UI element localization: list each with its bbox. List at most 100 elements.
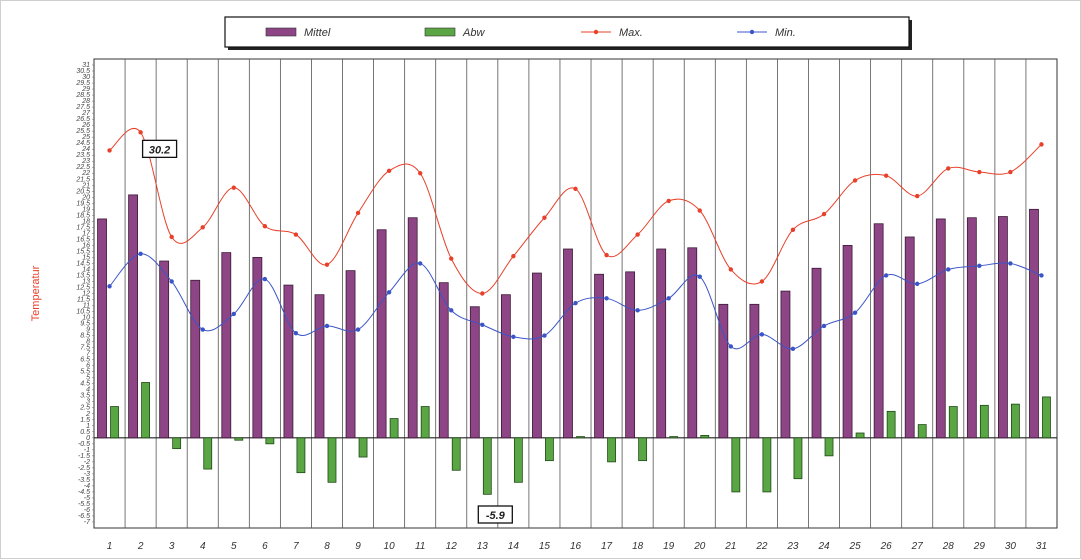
bar-abw xyxy=(545,437,554,462)
bar-mittel xyxy=(718,303,729,439)
legend-marker-max xyxy=(593,29,599,35)
point-min xyxy=(1008,261,1013,266)
bar-mittel xyxy=(407,217,418,439)
y-tick-label: 20 xyxy=(81,194,90,201)
y-tick-label: -6.5 xyxy=(78,513,90,520)
point-min xyxy=(573,300,578,306)
bar-mittel xyxy=(438,282,449,439)
point-min xyxy=(635,308,640,313)
point-min xyxy=(107,284,112,289)
bar-mittel xyxy=(935,218,946,439)
x-tick-label: 13 xyxy=(477,541,489,552)
bar-abw xyxy=(1011,403,1020,439)
point-min xyxy=(821,323,827,329)
x-tick-label: 25 xyxy=(849,541,862,552)
bar-mittel xyxy=(687,247,698,439)
y-tick-label: 2.5 xyxy=(79,405,90,412)
y-tick-label: 6 xyxy=(86,363,90,370)
y-tick-label: 19.5 xyxy=(76,200,90,207)
point-max xyxy=(262,223,268,229)
y-tick-label: 22.5 xyxy=(75,164,90,171)
bar-mittel xyxy=(873,223,884,439)
point-min xyxy=(511,334,516,339)
bar-mittel xyxy=(190,279,201,439)
point-min xyxy=(169,279,174,284)
annotation-box xyxy=(477,505,513,524)
point-max xyxy=(417,171,423,176)
point-min xyxy=(262,276,268,282)
x-tick-label: 23 xyxy=(786,541,799,552)
x-tick-label: 18 xyxy=(632,541,644,552)
legend-box xyxy=(224,16,910,48)
bar-mittel xyxy=(780,290,791,439)
y-tick-label: -4.5 xyxy=(78,489,90,496)
bar-abw xyxy=(607,437,616,463)
point-min xyxy=(728,344,734,349)
x-tick-label: 7 xyxy=(293,541,299,552)
bar-abw xyxy=(948,406,958,439)
point-min xyxy=(542,333,547,338)
y-tick-label: 4 xyxy=(86,387,90,394)
bar-mittel xyxy=(656,248,667,439)
y-tick-label: 26.5 xyxy=(75,116,90,123)
y-tick-label: -1.5 xyxy=(78,453,90,460)
point-max xyxy=(697,208,702,213)
y-tick-label: 12 xyxy=(82,291,90,298)
y-tick-label: -3.5 xyxy=(78,477,90,484)
bar-abw xyxy=(576,436,585,439)
x-tick-label: 8 xyxy=(324,541,330,552)
bar-mittel xyxy=(749,303,760,439)
y-tick-label: -5 xyxy=(84,495,90,502)
x-tick-label: 28 xyxy=(942,541,955,552)
y-tick-label: 21.5 xyxy=(75,176,90,183)
bar-abw xyxy=(824,437,834,457)
y-tick-label: 25 xyxy=(81,134,90,141)
bar-abw xyxy=(886,410,896,439)
y-tick-label: 17.5 xyxy=(76,224,90,231)
point-max xyxy=(946,166,951,171)
y-tick-label: 1.5 xyxy=(80,417,90,424)
y-tick-label: 27 xyxy=(81,110,91,117)
x-tick-label: 12 xyxy=(446,541,458,552)
y-tick-label: 15 xyxy=(82,254,90,261)
point-max xyxy=(231,185,236,190)
point-max xyxy=(883,173,889,178)
y-tick-label: 26 xyxy=(81,122,90,129)
point-max xyxy=(915,193,920,199)
x-tick-label: 20 xyxy=(693,541,706,552)
point-min xyxy=(324,323,330,329)
bar-abw xyxy=(172,437,182,450)
point-min xyxy=(883,273,889,278)
bar-mittel xyxy=(532,272,542,439)
y-tick-label: 0 xyxy=(86,435,90,442)
point-max xyxy=(138,130,143,135)
bar-abw xyxy=(1042,396,1051,439)
y-tick-label: 12.5 xyxy=(76,284,90,291)
point-max xyxy=(728,267,734,272)
y-axis-label: Temperatur xyxy=(30,265,42,321)
x-tick-label: 19 xyxy=(663,541,675,552)
point-max xyxy=(107,148,112,153)
y-tick-label: 23 xyxy=(81,158,90,165)
x-tick-label: 11 xyxy=(415,541,425,552)
y-tick-label: 11 xyxy=(83,303,90,310)
legend-label-mittel: Mittel xyxy=(304,27,331,39)
y-tick-label: -5.5 xyxy=(78,501,90,508)
y-tick-label: 22 xyxy=(81,170,90,177)
point-min xyxy=(852,310,858,315)
y-tick-label: 14.5 xyxy=(76,260,90,267)
bar-mittel xyxy=(128,194,138,439)
y-tick-label: -1 xyxy=(84,447,90,454)
x-tick-label: 1 xyxy=(107,541,113,552)
point-max xyxy=(449,256,454,261)
point-max xyxy=(480,291,485,296)
bar-abw xyxy=(638,437,648,462)
y-tick-label: 31 xyxy=(82,62,90,69)
point-min xyxy=(138,251,143,257)
bar-mittel xyxy=(998,216,1008,439)
bar-mittel xyxy=(159,260,170,439)
point-min xyxy=(977,263,982,269)
point-max xyxy=(666,198,671,204)
y-tick-label: -3 xyxy=(84,471,90,478)
